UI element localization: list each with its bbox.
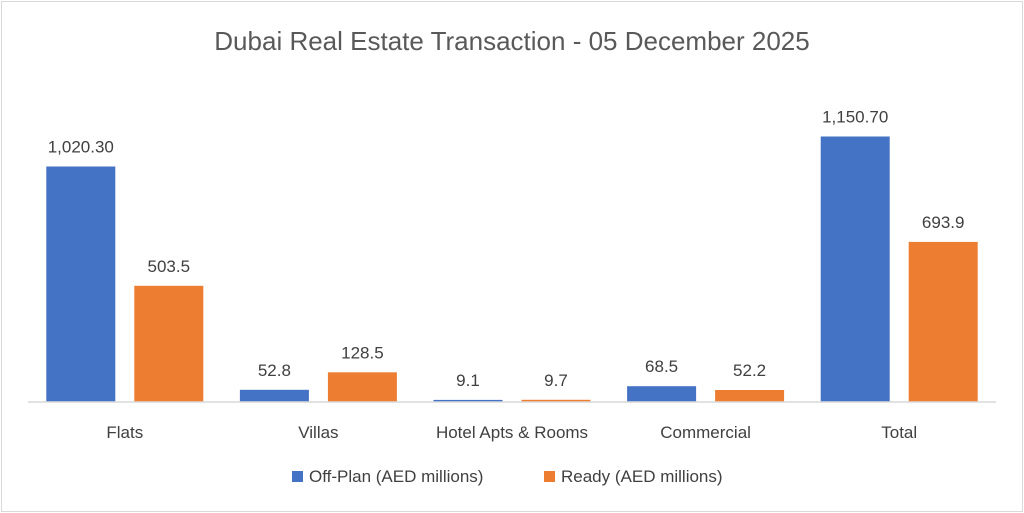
bar-ready-4 <box>908 241 978 402</box>
data-label-offplan-1: 52.8 <box>258 361 291 380</box>
data-label-offplan-2: 9.1 <box>456 371 480 390</box>
data-label-offplan-3: 68.5 <box>645 357 678 376</box>
legend: Off-Plan (AED millions) Ready (AED millio… <box>292 467 723 486</box>
legend-swatch-ready <box>544 471 555 482</box>
data-label-ready-3: 52.2 <box>733 361 766 380</box>
bar-ready-0 <box>134 285 204 402</box>
category-label-1: Villas <box>298 423 338 442</box>
category-label-3: Commercial <box>660 423 751 442</box>
data-label-offplan-4: 1,150.70 <box>822 108 888 127</box>
legend-label-ready: Ready (AED millions) <box>561 467 723 486</box>
data-label-ready-2: 9.7 <box>544 371 568 390</box>
bar-offplan-4 <box>820 136 890 402</box>
bar-ready-3 <box>715 390 785 402</box>
bar-ready-1 <box>327 372 397 402</box>
chart-title: Dubai Real Estate Transaction - 05 Decem… <box>214 26 809 56</box>
bars-group: 1,020.30 503.5 52.8 128.5 9.1 9.7 68.5 52.2 1,15… <box>46 108 978 402</box>
data-label-ready-4: 693.9 <box>922 213 965 232</box>
data-label-offplan-0: 1,020.30 <box>48 138 114 157</box>
data-label-ready-0: 503.5 <box>148 257 191 276</box>
bar-offplan-0 <box>46 166 116 402</box>
bar-offplan-2 <box>433 399 503 402</box>
bar-ready-2 <box>521 399 591 402</box>
category-label-0: Flats <box>106 423 143 442</box>
legend-label-offplan: Off-Plan (AED millions) <box>309 467 483 486</box>
data-label-ready-1: 128.5 <box>341 343 384 362</box>
category-label-4: Total <box>881 423 917 442</box>
bar-offplan-1 <box>239 389 309 402</box>
legend-swatch-offplan <box>292 471 303 482</box>
category-label-2: Hotel Apts & Rooms <box>436 423 588 442</box>
category-labels: Flats Villas Hotel Apts & Rooms Commercial T… <box>106 423 917 442</box>
bar-offplan-3 <box>627 386 697 402</box>
